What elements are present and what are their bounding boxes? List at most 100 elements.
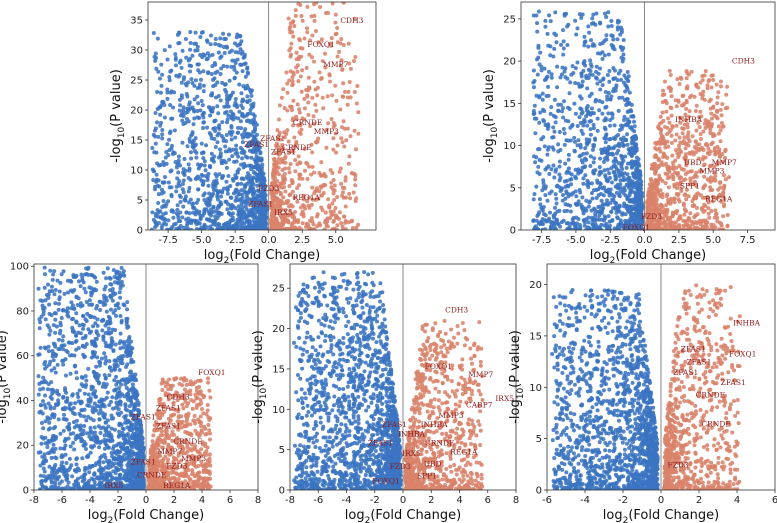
point — [579, 15, 584, 20]
point — [568, 80, 573, 85]
point — [312, 170, 317, 175]
point — [207, 53, 212, 58]
point — [173, 52, 178, 57]
point — [150, 167, 155, 172]
x-tick-label: 2.5 — [294, 235, 310, 246]
point — [579, 107, 584, 112]
point — [229, 64, 234, 69]
point — [153, 141, 158, 146]
point — [200, 103, 205, 108]
point — [558, 224, 563, 229]
point — [194, 150, 199, 155]
point — [610, 180, 615, 185]
point — [232, 159, 237, 164]
point — [183, 110, 188, 115]
point — [52, 292, 57, 297]
point — [715, 101, 720, 106]
point — [200, 213, 205, 218]
point — [548, 219, 553, 224]
point — [564, 221, 569, 226]
point — [174, 189, 179, 194]
point — [156, 69, 161, 74]
point — [290, 82, 295, 87]
point — [561, 106, 566, 111]
series-up-regulated — [644, 68, 731, 230]
point — [233, 97, 238, 102]
point — [598, 21, 603, 26]
point — [293, 144, 298, 149]
point — [195, 94, 200, 99]
point — [187, 136, 192, 141]
point — [100, 384, 105, 389]
point — [565, 24, 570, 29]
point — [600, 206, 605, 211]
point — [240, 69, 245, 74]
x-tick-label: 7.5 — [740, 235, 756, 246]
point — [611, 164, 616, 169]
point — [346, 161, 351, 166]
point — [314, 108, 319, 113]
point — [576, 81, 581, 86]
point — [229, 125, 234, 130]
point — [681, 126, 686, 131]
point — [705, 177, 710, 182]
point — [157, 184, 162, 189]
point — [639, 193, 644, 198]
point — [681, 223, 686, 228]
point — [153, 110, 158, 115]
point — [159, 62, 164, 67]
point — [723, 147, 728, 152]
point — [582, 220, 587, 225]
point — [187, 102, 192, 107]
point — [561, 28, 566, 33]
point — [183, 197, 188, 202]
point — [111, 310, 116, 315]
point — [243, 86, 248, 91]
point — [581, 176, 586, 181]
point — [261, 205, 266, 210]
point — [182, 172, 187, 177]
point — [662, 92, 667, 97]
point — [646, 193, 651, 198]
point — [159, 215, 164, 220]
point — [235, 57, 240, 62]
point — [226, 226, 231, 230]
y-tick-label: 30 — [130, 46, 143, 57]
point — [240, 195, 245, 200]
point — [319, 205, 324, 210]
point — [664, 109, 669, 114]
point — [538, 50, 543, 55]
point — [195, 115, 200, 120]
point — [245, 94, 250, 99]
point — [555, 209, 560, 214]
point — [537, 197, 542, 202]
point — [285, 227, 290, 230]
point — [330, 171, 335, 176]
point — [705, 83, 710, 88]
point — [251, 137, 256, 142]
point — [574, 202, 579, 207]
series-down-regulated — [149, 30, 269, 230]
point — [560, 109, 565, 114]
point — [573, 66, 578, 71]
point — [356, 222, 361, 227]
point — [542, 66, 547, 71]
point — [293, 13, 298, 18]
point — [591, 122, 596, 127]
point — [558, 175, 563, 180]
y-axis-label: -log10(P value) — [482, 69, 500, 163]
point — [337, 169, 342, 174]
point — [605, 167, 610, 172]
point — [241, 177, 246, 182]
point — [669, 133, 674, 138]
point — [548, 53, 553, 58]
point — [192, 83, 197, 88]
point — [602, 53, 607, 58]
point — [670, 153, 675, 158]
point — [600, 50, 605, 55]
point — [315, 139, 320, 144]
point — [562, 209, 567, 214]
point — [119, 382, 124, 387]
point — [609, 18, 614, 23]
point — [710, 188, 715, 192]
